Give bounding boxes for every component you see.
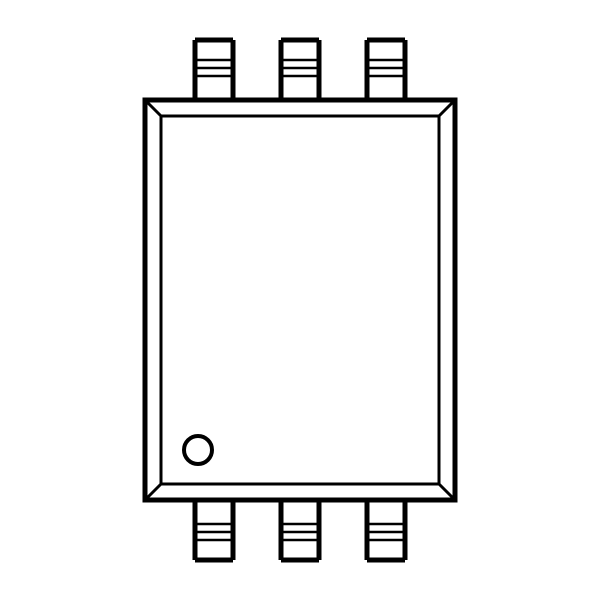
ic-package-diagram (0, 0, 600, 600)
ic-body-outer (145, 100, 455, 500)
